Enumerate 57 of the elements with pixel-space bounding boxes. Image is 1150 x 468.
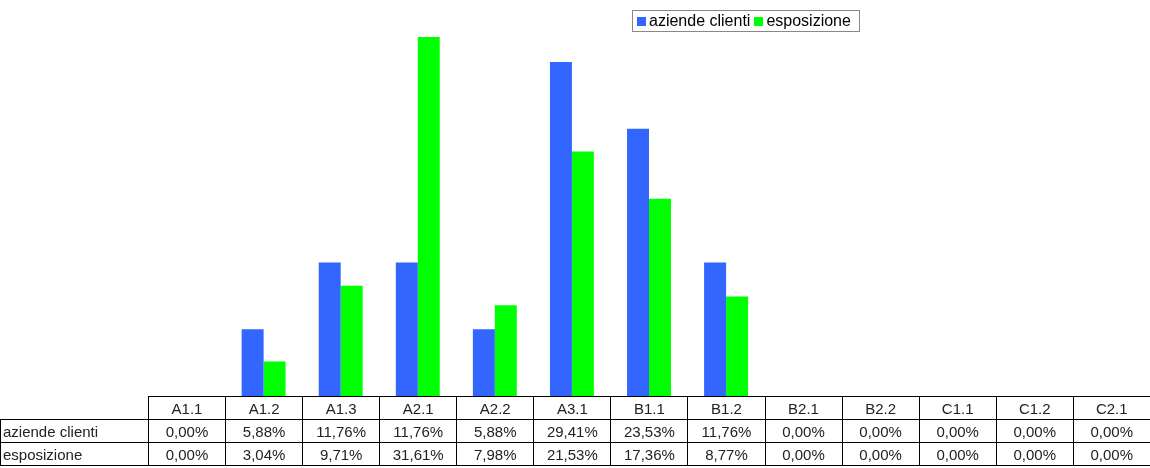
data-label: 0,00% [919,442,997,466]
x-tick-label: B1.1 [610,396,688,420]
data-label: 11,76% [302,419,380,443]
data-label: 29,41% [533,419,611,443]
data-label: 5,88% [456,419,534,443]
data-label: 31,61% [379,442,457,466]
data-label: 8,77% [687,442,765,466]
data-label: 0,00% [842,419,920,443]
x-tick-label: B1.2 [687,396,765,420]
bar [395,262,418,396]
bar [417,37,440,396]
bar [726,296,749,396]
bar [649,198,671,396]
data-label: 0,00% [1073,419,1150,443]
data-label: 21,53% [533,442,611,466]
bar [627,128,649,396]
bar [704,262,727,396]
bar [549,61,572,396]
bar [263,361,286,396]
x-tick-label: A3.1 [533,396,611,420]
bar [340,285,363,396]
x-tick-label: A2.2 [456,396,534,420]
x-tick-label: A1.2 [225,396,303,420]
x-tick-label: C1.1 [919,396,997,420]
bar [472,329,495,396]
data-label: 0,00% [1073,442,1150,466]
data-label: 9,71% [302,442,380,466]
legend-label: esposizione [765,12,851,29]
text: esposizione [3,445,83,463]
data-label: 0,00% [842,442,920,466]
data-label: 0,00% [765,442,843,466]
data-label: 0,00% [996,419,1074,443]
x-tick-label: C1.2 [996,396,1074,420]
legend-label: aziende clienti [648,12,751,29]
x-tick-label: A1.3 [302,396,380,420]
data-label: 0,00% [996,442,1074,466]
data-label: 11,76% [379,419,457,443]
data-label: 7,98% [456,442,534,466]
data-label: 0,00% [148,419,226,443]
data-label: 0,00% [148,442,226,466]
x-tick-label: A1.1 [148,396,226,420]
x-tick-label: B2.1 [765,396,843,420]
text: aziende clienti [3,422,99,440]
bar [571,151,594,396]
data-label: 3,04% [225,442,303,466]
x-tick-label: B2.2 [842,396,920,420]
x-tick-label: C2.1 [1073,396,1150,420]
data-label: 17,36% [610,442,688,466]
data-label: 0,00% [765,419,843,443]
data-label: 0,00% [919,419,997,443]
data-label: 11,76% [687,419,765,443]
bar [318,262,341,396]
bar [241,329,264,396]
bar [494,305,517,396]
data-label: 23,53% [610,419,688,443]
data-label: 5,88% [225,419,303,443]
x-tick-label: A2.1 [379,396,457,420]
